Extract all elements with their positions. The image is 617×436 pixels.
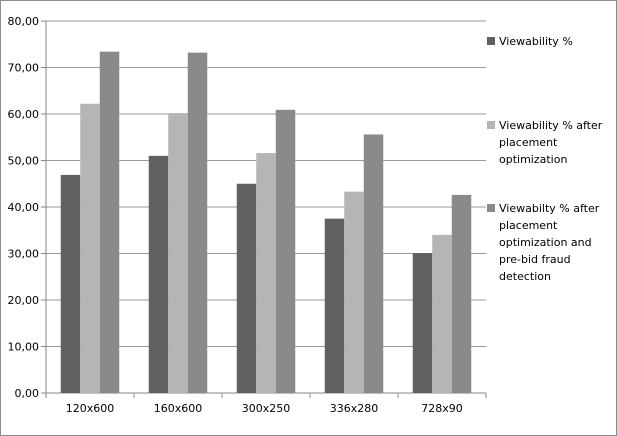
legend-label-2: Viewability % after: [499, 119, 603, 132]
legend-label-1: Viewability %: [499, 35, 573, 48]
legend-label-3: placement: [499, 219, 558, 232]
legend-label-3: optimization and: [499, 236, 592, 249]
bar-300x250-series-1: [236, 183, 257, 393]
y-tick-label: 10,00: [8, 341, 40, 354]
y-tick-label: 60,00: [8, 108, 40, 121]
y-tick-label: 20,00: [8, 294, 40, 307]
bar-160x600-series-3: [187, 52, 208, 394]
x-tick-label: 336x280: [330, 402, 379, 415]
bar-160x600-series-2: [168, 113, 188, 393]
y-tick-label: 40,00: [8, 201, 40, 214]
legend-swatch-2: [487, 121, 495, 129]
x-tick-label: 728x90: [421, 402, 463, 415]
bar-160x600-series-1: [148, 155, 169, 393]
legend-label-2: placement: [499, 136, 558, 149]
y-tick-label: 70,00: [8, 62, 40, 75]
bar-336x280-series-1: [324, 218, 345, 393]
y-tick-label: 30,00: [8, 248, 40, 261]
legend-label-3: Viewabilty % after: [499, 202, 600, 215]
bar-336x280-series-2: [344, 191, 364, 393]
bar-728x90-series-3: [451, 194, 472, 393]
y-tick-label: 80,00: [8, 15, 40, 28]
bar-120x600-series-2: [80, 103, 100, 394]
legend-label-3: pre-bid fraud: [499, 253, 571, 266]
bar-728x90-series-1: [412, 253, 433, 393]
y-tick-label: 50,00: [8, 155, 40, 168]
legend-swatch-3: [487, 204, 495, 212]
x-tick-label: 120x600: [66, 402, 115, 415]
legend-swatch-1: [487, 37, 495, 45]
legend-label-2: optimization: [499, 153, 567, 166]
bar-300x250-series-3: [275, 109, 296, 393]
x-tick-label: 300x250: [242, 402, 291, 415]
legend-label-3: detection: [499, 270, 551, 283]
bar-120x600-series-1: [60, 174, 81, 393]
x-tick-label: 160x600: [154, 402, 203, 415]
bar-336x280-series-3: [363, 134, 384, 393]
bar-300x250-series-2: [256, 153, 276, 393]
y-tick-label: 0,00: [15, 387, 40, 400]
bar-728x90-series-2: [432, 234, 452, 393]
bar-120x600-series-3: [99, 51, 120, 393]
